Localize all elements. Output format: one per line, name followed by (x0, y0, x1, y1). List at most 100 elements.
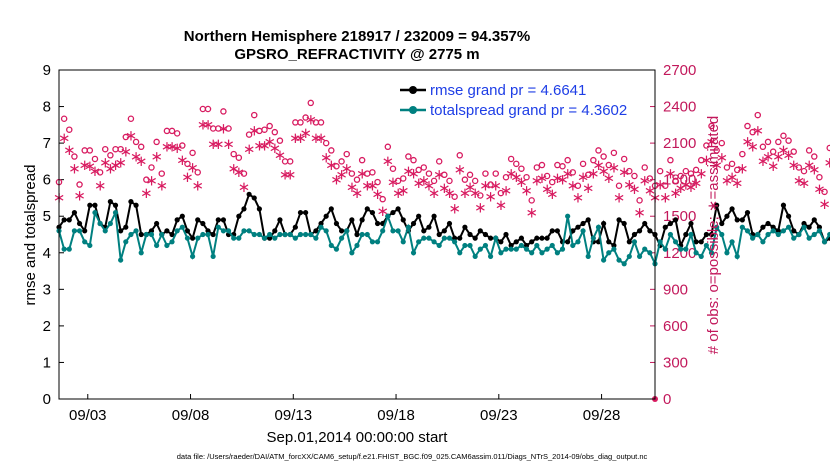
obs-possible-point (749, 128, 756, 136)
rmse-point (575, 224, 581, 230)
obs-assimilated-point: ∗ (572, 189, 585, 207)
obs-possible-point (697, 156, 705, 164)
totalspread-point (719, 231, 725, 238)
right-tick-label: 600 (663, 318, 688, 335)
obs-possible-point (492, 170, 499, 177)
totalspread-point (82, 239, 88, 245)
totalspread-point (487, 253, 494, 260)
obs-assimilated-point: ∗ (798, 174, 811, 192)
obs-assimilated-point: ∗ (582, 179, 595, 197)
totalspread-point (71, 228, 78, 234)
obs-possible-point (538, 161, 546, 169)
data-file-footer: data file: /Users/raeder/DAI/ATM_forcXX/… (177, 452, 648, 461)
obs-assimilated-point: ∗ (335, 166, 348, 184)
rmse-point (87, 202, 93, 208)
obs-assimilated-point: ∗ (536, 169, 549, 187)
rmse-point (395, 206, 401, 212)
obs-possible-point (785, 137, 792, 144)
obs-possible-point (620, 155, 628, 163)
obs-possible-point (394, 177, 402, 185)
obs-assimilated-point: ∗ (371, 185, 384, 203)
obs-possible-point (358, 156, 366, 164)
rmse-point (133, 202, 139, 208)
rmse-point (123, 224, 129, 230)
y-axis-label: rmse and totalspread (22, 165, 39, 306)
obs-possible-point (343, 150, 350, 158)
obs-possible-point (101, 145, 109, 153)
rmse-point (195, 217, 201, 223)
obs-assimilated-point: ∗ (613, 189, 626, 207)
rmse-point (616, 217, 622, 223)
rmse-point (318, 220, 324, 227)
rmse-point (606, 239, 612, 245)
chart-title-line1: Northern Hemisphere 218917 / 232009 = 94… (184, 28, 530, 45)
totalspread-point (806, 235, 812, 241)
y-tick-label: 1 (43, 354, 51, 371)
obs-possible-point (610, 149, 618, 157)
obs-assimilated-point: ∗ (222, 135, 235, 153)
obs-assimilated-point: ∗ (294, 129, 307, 147)
obs-possible-point (800, 167, 808, 175)
rmse-point (215, 217, 221, 223)
totalspread-point (410, 250, 417, 256)
obs-assimilated-point: ∗ (546, 185, 559, 203)
obs-assimilated-point: ∗ (130, 147, 143, 165)
obs-possible-point (189, 149, 196, 157)
obs-assimilated-point: ∗ (772, 147, 785, 165)
rmse-point (303, 209, 309, 216)
obs-possible-point (487, 181, 494, 188)
obs-assimilated-point: ∗ (407, 164, 420, 182)
series-layer: ∗∗∗∗∗∗∗∗∗∗∗∗∗∗∗∗∗∗∗∗∗∗∗∗∗∗∗∗∗∗∗∗∗∗∗∗∗∗∗∗… (53, 99, 830, 402)
totalspread-point (518, 242, 525, 249)
obs-assimilated-point: ∗ (459, 184, 472, 202)
totalspread-point (195, 235, 201, 241)
obs-assimilated-point: ∗ (125, 127, 138, 145)
rmse-point (426, 224, 432, 230)
obs-assimilated-point: ∗ (736, 159, 749, 177)
obs-assimilated-point: ∗ (541, 180, 554, 198)
totalspread-point (595, 224, 602, 230)
totalspread-point (354, 242, 360, 249)
rmse-point (66, 217, 72, 223)
obs-assimilated-point: ∗ (186, 158, 199, 176)
obs-possible-point (656, 167, 664, 175)
obs-possible-point (600, 153, 607, 160)
obs-possible-point (739, 150, 746, 158)
totalspread-point (565, 213, 571, 219)
totalspread-point (261, 235, 268, 241)
rmse-point (323, 213, 329, 219)
legend[interactable]: rmse grand pr = 4.6641 totalspread grand… (396, 80, 646, 120)
obs-possible-point (137, 143, 145, 151)
rmse-point (647, 228, 653, 234)
obs-possible-point (811, 153, 818, 160)
obs-possible-point (96, 169, 104, 176)
totalspread-point (642, 246, 648, 252)
obs-assimilated-point: ∗ (829, 181, 830, 199)
obs-possible-point (795, 164, 803, 171)
obs-possible-point (507, 155, 515, 163)
obs-possible-point (728, 160, 736, 168)
obs-assimilated-point: ∗ (628, 180, 641, 198)
obs-possible-point (348, 170, 356, 177)
obs-possible-point (81, 147, 88, 154)
totalspread-point (821, 239, 828, 245)
obs-assimilated-point: ∗ (243, 140, 256, 158)
obs-possible-point (220, 108, 227, 115)
obs-possible-point (672, 177, 679, 185)
obs-assimilated-point: ∗ (531, 172, 544, 190)
totalspread-point (729, 239, 735, 245)
rmse-point (138, 231, 144, 238)
rmse-point (683, 231, 689, 238)
totalspread-point (303, 231, 309, 238)
obs-assimilated-point: ∗ (207, 135, 220, 153)
obs-possible-point (502, 173, 510, 181)
obs-possible-point (626, 167, 633, 175)
totalspread-point (328, 242, 334, 249)
obs-possible-point (769, 148, 777, 155)
totalspread-point (323, 228, 329, 234)
y-tick-label: 4 (43, 245, 51, 262)
rmse-point (811, 217, 817, 223)
obs-assimilated-point: ∗ (443, 184, 456, 202)
obs-possible-point (646, 175, 654, 182)
